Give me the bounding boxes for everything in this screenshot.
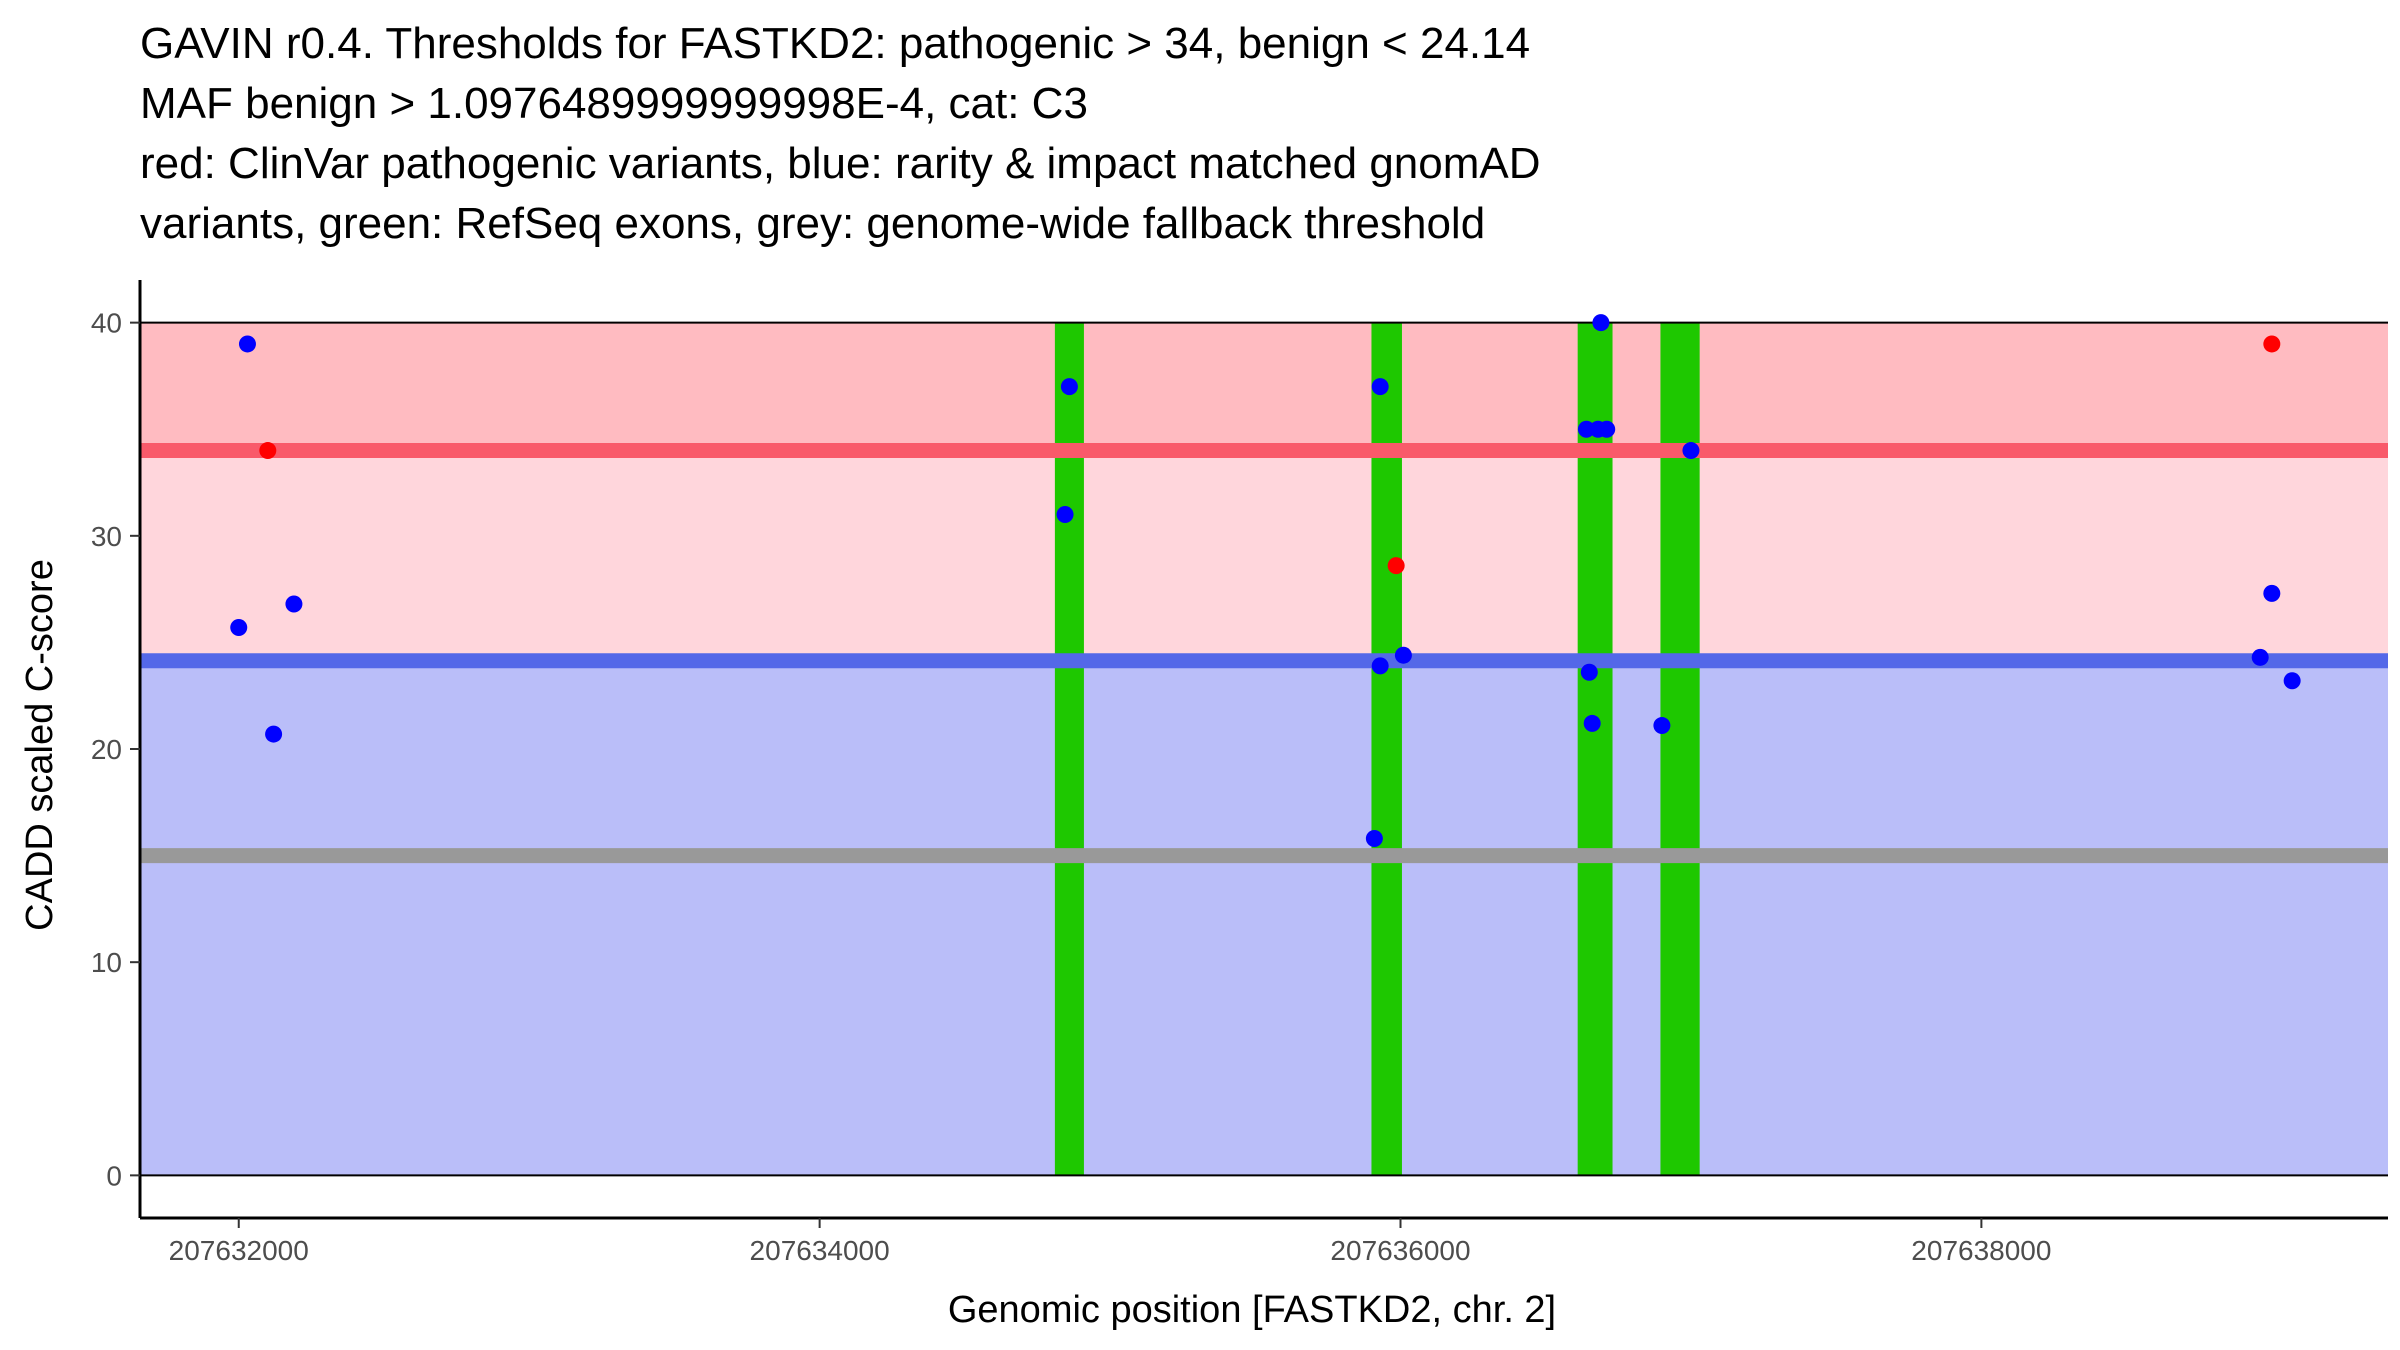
- y-tick-label: 0: [106, 1160, 122, 1191]
- y-tick-label: 40: [91, 308, 122, 339]
- x-tick-label: 207634000: [750, 1235, 890, 1266]
- x-tick-label: 207636000: [1330, 1235, 1470, 1266]
- threshold-lines: [140, 321, 2388, 1177]
- data-point: [2251, 648, 2269, 666]
- data-point: [1580, 663, 1598, 681]
- tick-labels: 0 10 20 30 40 207632000 207634000 207636000 2076…: [91, 308, 2052, 1266]
- data-point: [1592, 314, 1610, 332]
- data-point: [2263, 335, 2281, 353]
- data-point: [2283, 672, 2301, 690]
- y-axis-title: CADD scaled C-score: [19, 559, 61, 931]
- exon-bars: [1054, 322, 1700, 1176]
- pathogenic-band: [140, 322, 2388, 451]
- data-point: [1583, 714, 1601, 732]
- data-point: [2263, 584, 2281, 602]
- x-axis-title: Genomic position [FASTKD2, chr. 2]: [948, 1289, 1556, 1331]
- data-points: [230, 314, 2301, 848]
- y-tick-label: 30: [91, 521, 122, 552]
- data-point: [1577, 420, 1595, 438]
- data-point: [1653, 717, 1671, 735]
- data-point: [238, 335, 256, 353]
- y-tick-label: 10: [91, 947, 122, 978]
- exon-bar: [1577, 322, 1613, 1176]
- data-point: [1387, 557, 1405, 575]
- data-point: [1056, 506, 1074, 523]
- threshold-bands: [140, 322, 2388, 1176]
- data-point: [1682, 442, 1700, 460]
- data-point: [1371, 657, 1389, 675]
- data-point: [230, 618, 248, 636]
- data-point: [265, 725, 283, 743]
- data-point: [1598, 420, 1616, 438]
- y-tick-label: 20: [91, 734, 122, 765]
- intermediate-band: [140, 450, 2388, 661]
- title-line-4: variants, green: RefSeq exons, grey: gen…: [140, 199, 1485, 248]
- exon-bar: [1054, 322, 1084, 1176]
- data-point: [285, 595, 303, 613]
- title-line-2: MAF benign > 1.0976489999999998E-4, cat:…: [140, 79, 1088, 128]
- title-line-3: red: ClinVar pathogenic variants, blue: …: [140, 139, 1541, 188]
- title-line-1: GAVIN r0.4. Thresholds for FASTKD2: path…: [140, 19, 1530, 68]
- x-tick-label: 207632000: [169, 1235, 309, 1266]
- benign-band: [140, 660, 2388, 1176]
- exon-bar: [1660, 322, 1700, 1176]
- chart-title: GAVIN r0.4. Thresholds for FASTKD2: path…: [140, 19, 1541, 248]
- data-point: [1394, 646, 1412, 664]
- data-point: [1371, 378, 1389, 396]
- x-tick-label: 207638000: [1911, 1235, 2051, 1266]
- data-point: [1365, 830, 1383, 848]
- data-point: [259, 442, 277, 460]
- data-point: [1060, 378, 1078, 396]
- exon-bar: [1371, 322, 1402, 1176]
